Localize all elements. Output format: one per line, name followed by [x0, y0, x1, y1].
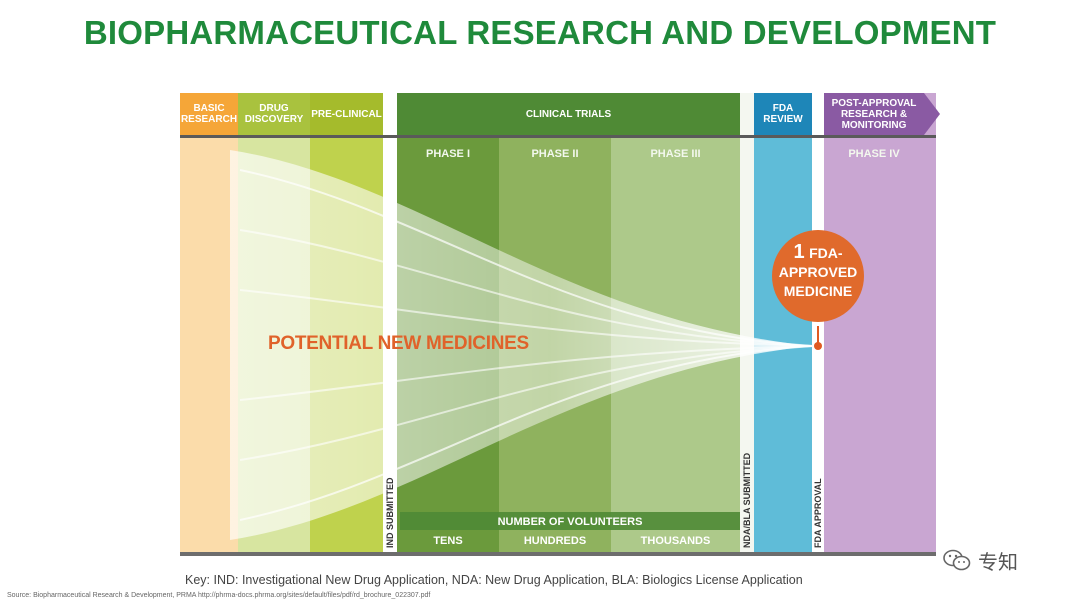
approved-medicine-badge [772, 230, 864, 322]
volunteers-tens: TENS [433, 535, 463, 547]
key-legend: Key: IND: Investigational New Drug Appli… [185, 573, 803, 587]
volunteers-bar [400, 512, 740, 530]
nda-submitted-label: NDA/BLA SUBMITTED [742, 452, 752, 548]
post-approval-arrow [924, 93, 940, 135]
ind-submitted-label: IND SUBMITTED [385, 477, 395, 549]
fda-approval-label: FDA APPROVAL [813, 478, 823, 548]
pin-dot [814, 342, 822, 350]
watermark-text: 专知 [978, 551, 1018, 574]
funnel-streak [239, 345, 813, 521]
funnel-streak [239, 345, 813, 401]
phase-3-label: PHASE III [650, 148, 701, 160]
stage-clinical-trials: CLINICAL TRIALS [397, 93, 740, 135]
phase-2-label: PHASE II [531, 148, 579, 160]
approved-label: FDA-APPROVED MEDICINE [778, 245, 858, 299]
phase-4-column [824, 93, 936, 553]
wechat-icon [943, 549, 971, 571]
nda-divider [740, 93, 754, 553]
volunteers-hundreds: HUNDREDS [523, 535, 587, 547]
approved-medicine-text: 1 FDA-APPROVED MEDICINE [772, 241, 864, 301]
stage-preclinical: PRE-CLINICAL [310, 93, 383, 135]
funnel-streak [239, 229, 813, 347]
page-title: BIOPHARMACEUTICAL RESEARCH AND DEVELOPME… [83, 14, 997, 51]
phase-1-label: PHASE I [425, 148, 470, 160]
potential-new-medicines-label: POTENTIAL NEW MEDICINES [268, 333, 529, 354]
stage-drug-discovery: DRUG DISCOVERY [238, 93, 310, 135]
bottom-edge [180, 552, 936, 556]
fda-review-column [754, 93, 812, 553]
funnel-streak [239, 169, 813, 347]
volunteers-thousands: THOUSANDS [640, 535, 711, 547]
header-divider [180, 135, 936, 138]
funnel-streak [239, 345, 813, 461]
basic-research-column [180, 93, 238, 553]
funnel-streak [239, 289, 813, 347]
phase-4-label: PHASE IV [848, 148, 900, 160]
watermark: 专知 [942, 546, 1018, 574]
stage-basic-research: BASIC RESEARCH [180, 93, 238, 135]
stage-fda-review: FDA REVIEW [754, 93, 812, 135]
approval-divider [812, 93, 824, 553]
source-note: Source: Biopharmaceutical Research & Dev… [7, 592, 431, 599]
volunteers-heading: NUMBER OF VOLUNTEERS [497, 516, 643, 528]
approved-count: 1 [793, 241, 805, 263]
funnel-shape [230, 150, 812, 540]
stage-post-approval: POST-APPROVAL RESEARCH & MONITORING [824, 93, 924, 135]
